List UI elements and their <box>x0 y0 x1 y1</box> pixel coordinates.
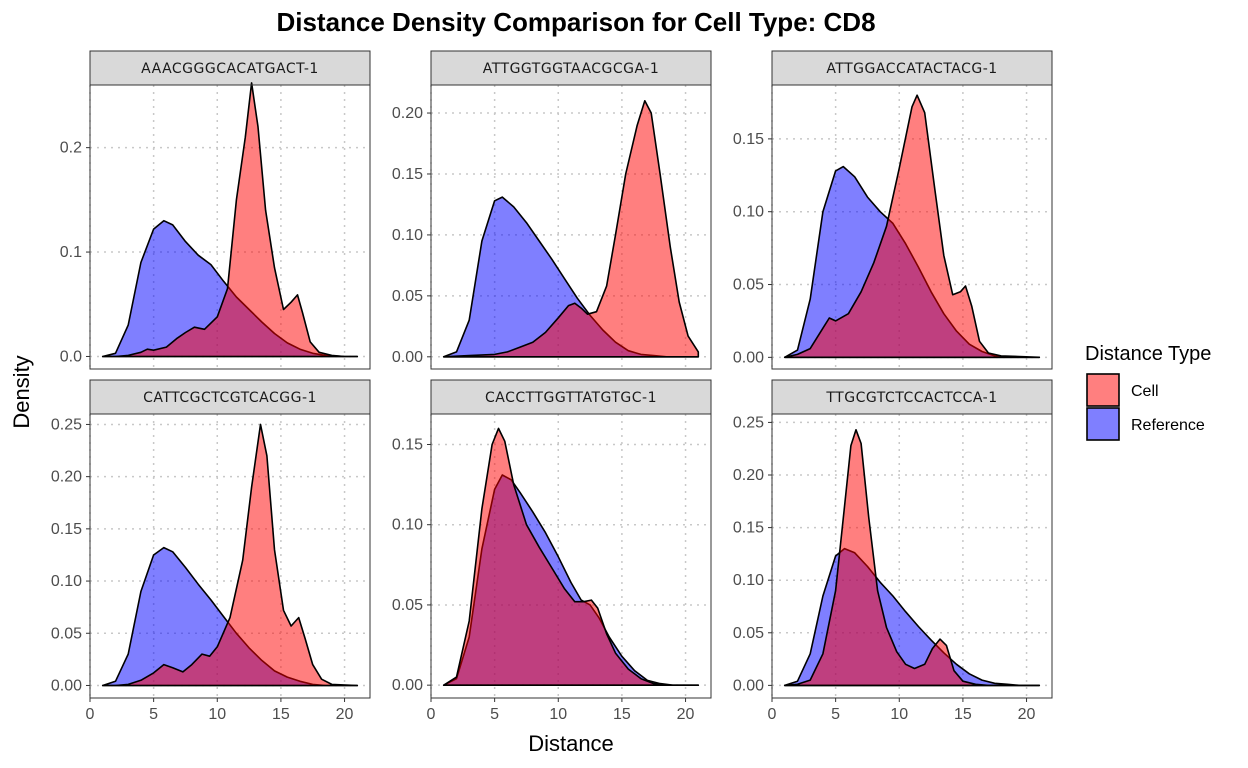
y-tick-label: 0.10 <box>733 572 764 589</box>
legend-label-reference: Reference <box>1131 417 1205 434</box>
legend-title: Distance Type <box>1085 343 1211 365</box>
y-tick-label: 0.15 <box>51 521 82 538</box>
y-tick-label: 0.10 <box>392 227 423 244</box>
y-tick-label: 0.10 <box>392 517 423 534</box>
panel-border <box>430 413 712 699</box>
density-area-cell <box>101 82 359 358</box>
chart-title: Distance Density Comparison for Cell Typ… <box>276 7 875 37</box>
density-area-cell <box>783 429 1041 687</box>
facet-label: TTGCGTCTCCACTCCA-1 <box>825 390 997 406</box>
y-tick-label: 0.1 <box>60 244 82 261</box>
y-tick-label: 0.05 <box>733 625 764 642</box>
legend: Distance Type Cell Reference <box>1085 343 1211 441</box>
facet-strip <box>430 50 712 86</box>
legend-key-reference <box>1086 407 1120 441</box>
y-tick-label: 0.05 <box>51 625 82 642</box>
y-tick-label: 0.20 <box>392 105 423 122</box>
facet-panel: ATTGGACCATACTACG-1 0.00 0.05 0.10 0.15 <box>733 50 1053 370</box>
facet-panel: CACCTTGGTTATGTGC-1 0.00 0.05 0.10 0.15 0 5 10 15… <box>392 379 712 723</box>
facet-strip <box>771 379 1053 415</box>
y-tick-label: 0.15 <box>392 166 423 183</box>
y-tick-label: 0.15 <box>392 436 423 453</box>
x-tick-label: 15 <box>954 706 972 723</box>
x-tick-label: 20 <box>1018 706 1036 723</box>
density-area-cell <box>442 427 700 686</box>
y-tick-label: 0.25 <box>51 416 82 433</box>
y-tick-label: 0.0 <box>60 348 82 365</box>
y-tick-label: 0.05 <box>392 288 423 305</box>
x-tick-label: 0 <box>86 706 95 723</box>
y-tick-label: 0.20 <box>733 467 764 484</box>
y-tick-label: 0.15 <box>733 131 764 148</box>
legend-label-cell: Cell <box>1131 383 1159 400</box>
density-area-cell <box>783 94 1041 359</box>
facet-panel: AAACGGGCACATGACT-1 0.0 0.1 0.2 <box>60 50 371 370</box>
legend-key-cell <box>1086 373 1120 407</box>
y-tick-label: 0.05 <box>733 277 764 294</box>
y-tick-label: 0.10 <box>51 573 82 590</box>
x-tick-label: 20 <box>336 706 354 723</box>
y-tick-label: 0.00 <box>392 349 423 366</box>
x-axis-title: Distance <box>528 731 614 756</box>
panel-border <box>771 84 1053 370</box>
facet-panel: TTGCGTCTCCACTCCA-1 0.00 0.05 0.10 0.15 0.20 0.… <box>733 379 1053 723</box>
y-tick-label: 0.15 <box>733 520 764 537</box>
x-tick-label: 10 <box>890 706 908 723</box>
facet-label: CACCTTGGTTATGTGC-1 <box>485 390 657 406</box>
x-tick-label: 20 <box>677 706 695 723</box>
y-tick-label: 0.00 <box>51 677 82 694</box>
facet-panel: CATTCGCTCGTCACGG-1 0.00 0.05 0.10 0.15 0.20 0.… <box>51 379 371 723</box>
x-tick-label: 5 <box>490 706 499 723</box>
y-tick-label: 0.20 <box>51 469 82 486</box>
x-tick-label: 0 <box>427 706 436 723</box>
x-tick-label: 10 <box>208 706 226 723</box>
density-area-cell <box>442 100 700 358</box>
x-tick-label: 5 <box>831 706 840 723</box>
facet-label: CATTCGCTCGTCACGG-1 <box>143 390 317 406</box>
y-tick-label: 0.2 <box>60 140 82 157</box>
facet-panel: ATTGGTGGTAACGCGA-1 0.00 0.05 0.10 0.15 0.20 <box>392 50 712 370</box>
y-tick-label: 0.00 <box>733 677 764 694</box>
facet-strip <box>430 379 712 415</box>
y-tick-label: 0.00 <box>392 677 423 694</box>
facet-strip <box>89 379 371 415</box>
y-tick-label: 0.05 <box>392 597 423 614</box>
x-tick-label: 15 <box>613 706 631 723</box>
x-tick-label: 0 <box>768 706 777 723</box>
x-tick-label: 15 <box>272 706 290 723</box>
facet-label: AAACGGGCACATGACT-1 <box>141 61 319 77</box>
y-tick-label: 0.10 <box>733 204 764 221</box>
facet-label: ATTGGACCATACTACG-1 <box>826 61 997 77</box>
panel-border <box>430 84 712 370</box>
x-tick-label: 10 <box>549 706 567 723</box>
facet-strip <box>89 50 371 86</box>
facet-strip <box>771 50 1053 86</box>
y-tick-label: 0.25 <box>733 414 764 431</box>
facet-label: ATTGGTGGTAACGCGA-1 <box>483 61 660 77</box>
density-area-cell <box>101 423 359 687</box>
facet-panels: AAACGGGCACATGACT-1 0.0 0.1 0.2 ATTGGTGGTAACG… <box>51 50 1053 723</box>
y-axis-title: Density <box>9 355 34 428</box>
x-tick-label: 5 <box>149 706 158 723</box>
panel-border <box>89 84 371 370</box>
panel-border <box>89 413 371 699</box>
panel-border <box>771 413 1053 699</box>
y-tick-label: 0.00 <box>733 349 764 366</box>
